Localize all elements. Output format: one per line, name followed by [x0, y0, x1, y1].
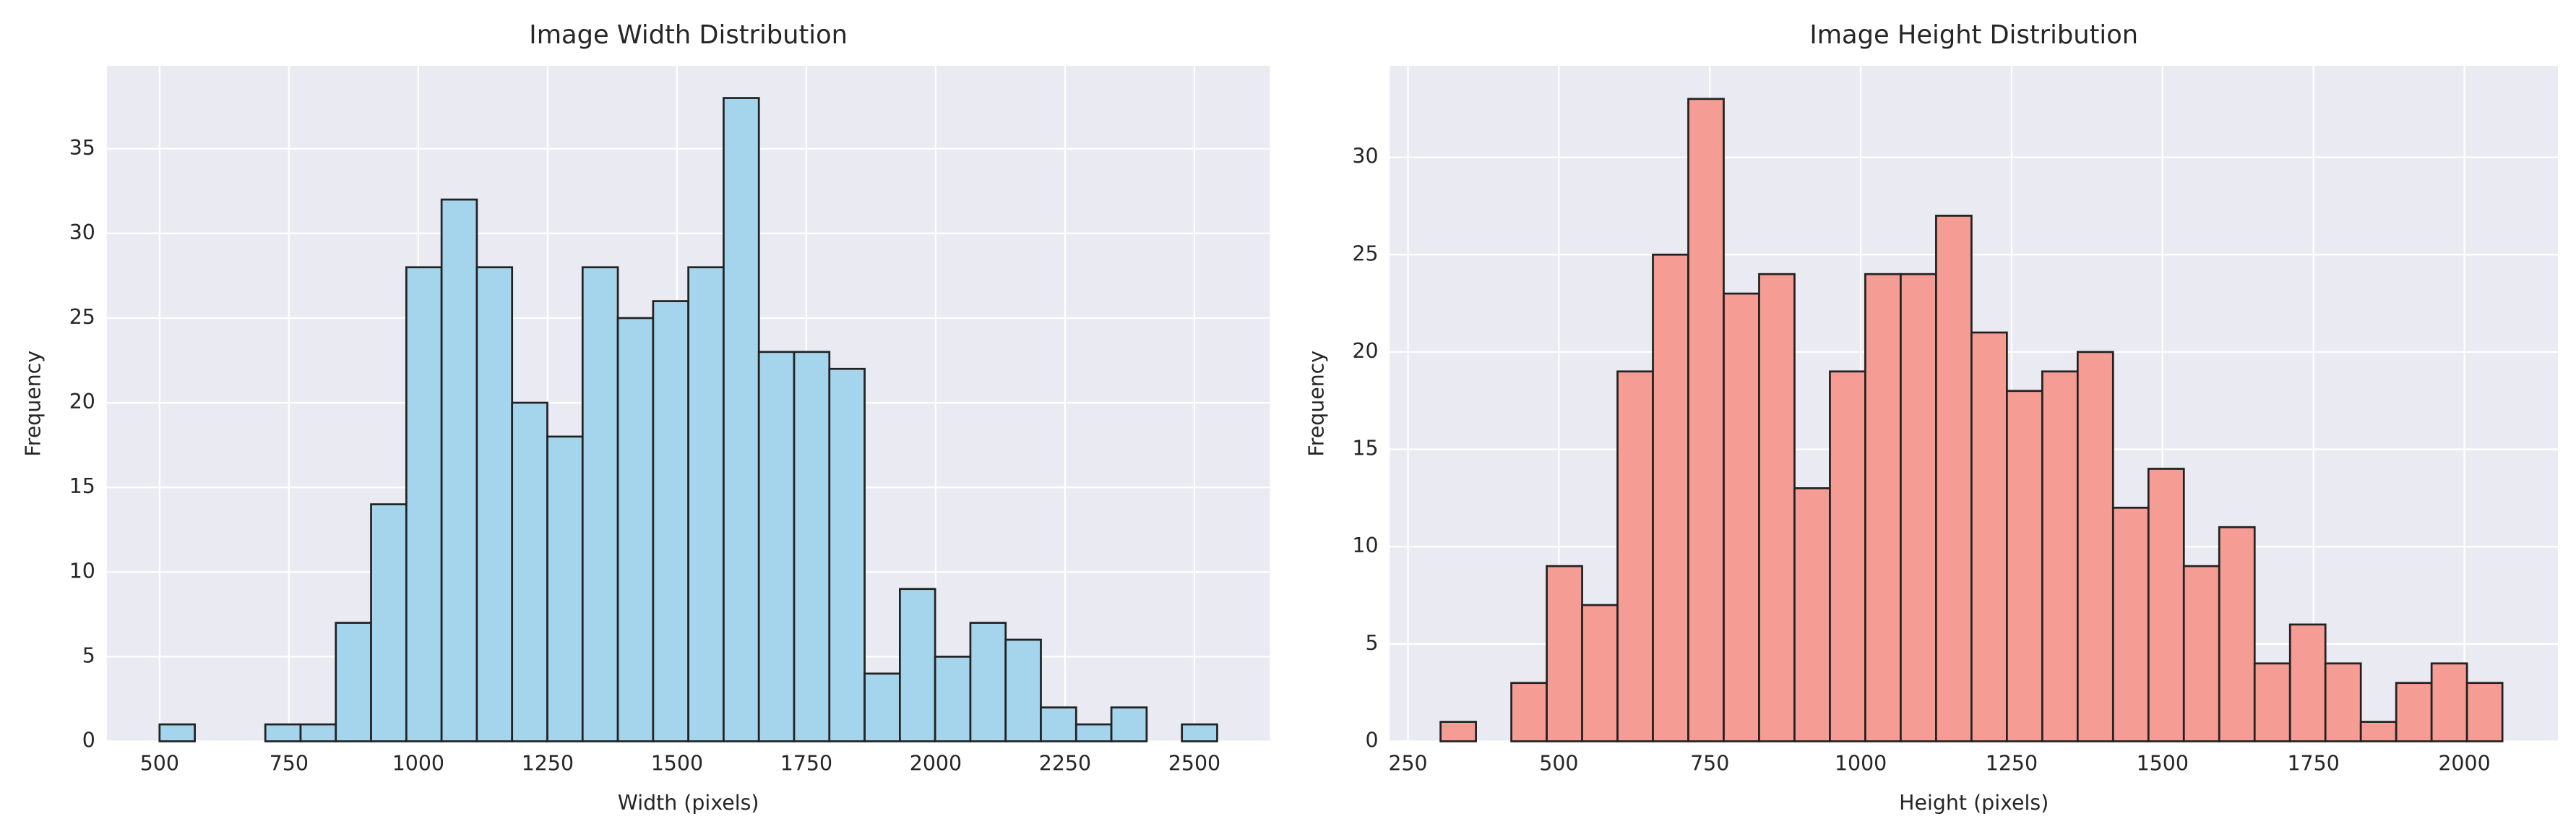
bar [1074, 723, 1113, 742]
y-tick-label: 10 [1352, 533, 1378, 557]
bar [1900, 273, 1937, 742]
bar [335, 622, 372, 742]
y-tick-label: 30 [1352, 145, 1378, 168]
bar [969, 622, 1007, 742]
bar [440, 198, 478, 742]
bar [2430, 662, 2468, 742]
x-axis-label: Width (pixels) [618, 791, 759, 815]
bar [2359, 721, 2398, 742]
bar [1616, 370, 1654, 742]
bar [1652, 253, 1689, 742]
y-tick-label: 25 [69, 305, 95, 329]
bar [1970, 331, 2008, 742]
x-tick-label: 1250 [522, 751, 574, 775]
y-axis-label: Frequency [22, 351, 46, 457]
y-tick-label: 35 [69, 136, 95, 160]
y-tick-label: 20 [1352, 339, 1378, 363]
bar [1793, 487, 1831, 742]
bar [1004, 638, 1042, 742]
bar [370, 503, 408, 742]
x-tick-label: 750 [1690, 751, 1729, 775]
y-tick-label: 5 [1365, 631, 1378, 655]
bar [158, 723, 196, 742]
bar [1864, 273, 1902, 742]
bar [2147, 468, 2185, 742]
y-tick-label: 20 [69, 390, 95, 413]
bar [2395, 682, 2433, 742]
x-tick-label: 750 [270, 751, 309, 775]
bar [1758, 273, 1796, 742]
bar [475, 266, 514, 742]
y-tick-label: 15 [1352, 437, 1378, 460]
bar [828, 367, 866, 742]
bar [898, 588, 936, 742]
x-axis-label: Height (pixels) [1899, 791, 2049, 815]
x-tick-label: 1750 [780, 751, 832, 775]
bar [2076, 351, 2114, 742]
y-tick-label: 15 [69, 474, 95, 498]
bar [2006, 390, 2043, 742]
bar [299, 723, 337, 742]
y-tick-label: 10 [69, 559, 95, 583]
bar [546, 435, 584, 742]
y-tick-label: 5 [82, 643, 95, 667]
bar [1040, 706, 1077, 742]
bar [2218, 526, 2256, 742]
bar [2465, 682, 2504, 742]
bar [1935, 215, 1973, 742]
x-tick-label: 2000 [2438, 751, 2490, 775]
bar [1687, 98, 1725, 742]
x-tick-label: 2000 [910, 751, 962, 775]
y-axis-label: Frequency [1304, 351, 1328, 457]
bar [1581, 604, 1619, 742]
bar [616, 317, 655, 742]
y-tick-label: 0 [1365, 728, 1378, 752]
bar [2288, 623, 2327, 742]
bar [934, 656, 972, 742]
bar [1439, 721, 1477, 742]
x-tick-label: 2250 [1039, 751, 1091, 775]
bar [581, 266, 619, 742]
bar [723, 97, 760, 742]
x-tick-label: 1250 [1986, 751, 2038, 775]
y-tick-label: 30 [69, 220, 95, 244]
bar [511, 401, 548, 742]
bar [1829, 370, 1866, 742]
chart-title: Image Width Distribution [529, 20, 848, 50]
bar [1546, 565, 1583, 742]
bar [2182, 565, 2220, 742]
y-tick-label: 25 [1352, 241, 1378, 265]
bar [405, 266, 443, 742]
bar [652, 300, 690, 742]
bar [2324, 662, 2362, 742]
x-tick-label: 1000 [1835, 751, 1887, 775]
bar [1181, 723, 1218, 742]
bar [2041, 370, 2079, 742]
bar [2111, 506, 2150, 742]
x-tick-label: 500 [140, 751, 179, 775]
x-tick-label: 500 [1539, 751, 1578, 775]
chart-title: Image Height Distribution [1809, 20, 2138, 50]
y-tick-label: 0 [82, 728, 95, 752]
bar [1723, 292, 1760, 742]
x-tick-label: 1500 [651, 751, 703, 775]
bar [264, 723, 302, 742]
x-tick-label: 1500 [2137, 751, 2189, 775]
bar [757, 351, 796, 742]
bar [687, 266, 725, 742]
x-tick-label: 250 [1388, 751, 1427, 775]
bar [2253, 662, 2291, 742]
x-tick-label: 2500 [1168, 751, 1220, 775]
bar [863, 672, 901, 742]
bar [1110, 706, 1148, 742]
bar [793, 351, 831, 742]
bar [1510, 682, 1548, 742]
x-tick-label: 1000 [392, 751, 444, 775]
x-tick-label: 1750 [2287, 751, 2339, 775]
